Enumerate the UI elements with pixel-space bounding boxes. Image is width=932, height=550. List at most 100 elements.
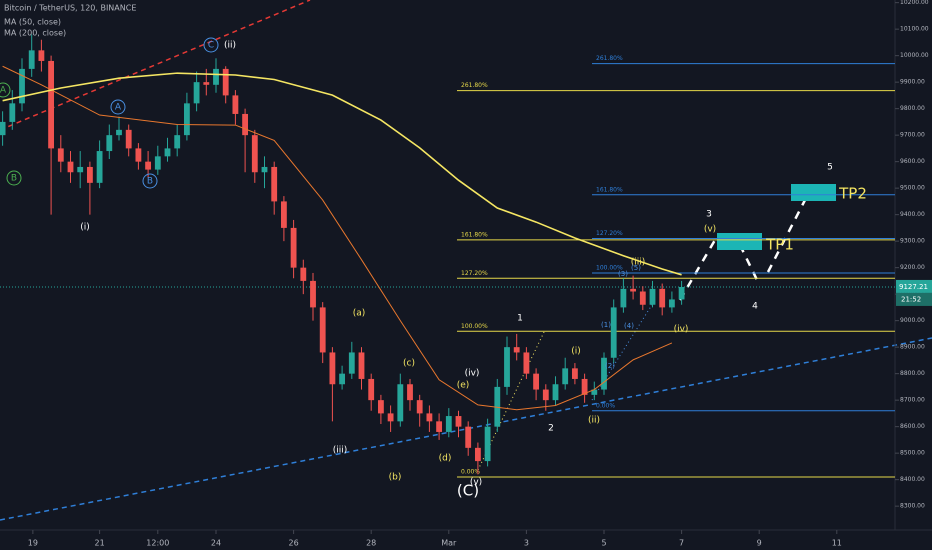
candle-body [213, 68, 219, 85]
wave-label: (a) [353, 309, 366, 319]
candle-body [678, 286, 685, 300]
wave-circle [203, 37, 219, 53]
moving-average [2, 65, 673, 411]
wave-label: (3) [618, 270, 628, 278]
wave-label: (ii) [224, 41, 236, 51]
candle-body [571, 368, 578, 379]
candle-body [620, 288, 627, 308]
candle-body [504, 347, 510, 387]
x-tick-label: Mar [441, 539, 457, 548]
y-tick-label: 10200.00 [900, 0, 929, 6]
y-tick-label: 8500.00 [900, 450, 925, 457]
wave-label: C [208, 41, 214, 51]
wave-label: (1) [601, 321, 611, 329]
candle-body [310, 280, 316, 308]
tp1-box [717, 233, 762, 250]
y-tick-label: 8400.00 [900, 476, 925, 483]
wave-label: (ii) [588, 416, 600, 426]
wave-label: 5 [827, 163, 833, 173]
candle-body [329, 352, 336, 385]
wave-circle [142, 173, 158, 189]
wave-label: (5) [631, 264, 641, 272]
candle-body [116, 129, 122, 136]
candle-body [154, 156, 161, 170]
wave-label: (i) [80, 223, 90, 233]
candle-body [523, 352, 530, 374]
legend-entry: MA (50, close) [4, 18, 61, 27]
candle-body [251, 135, 258, 173]
wave-label: (d) [439, 454, 452, 464]
tp2-box [791, 184, 836, 201]
candle-body [407, 384, 413, 401]
y-tick-label: 9000.00 [900, 317, 925, 324]
wave-label: (v) [470, 478, 482, 488]
y-tick-label: 9500.00 [900, 185, 925, 192]
candle-body [135, 148, 142, 162]
fib-label: 261.80% [596, 55, 623, 62]
wave-label: (C) [457, 482, 479, 500]
wave-label: B [147, 177, 153, 187]
countdown-label: 21:52 [901, 295, 921, 303]
y-tick-label: 10100.00 [900, 26, 929, 33]
candle-body [193, 82, 200, 104]
x-tick-label: 3 [524, 539, 529, 548]
candle-body [436, 421, 443, 432]
x-tick-label: 24 [211, 539, 221, 548]
candle-body [339, 373, 346, 385]
candle-body [426, 413, 433, 422]
wave-label: (i) [571, 347, 581, 357]
wave-label: (4) [624, 322, 634, 330]
candle-body [0, 121, 6, 136]
candle-body [203, 82, 210, 85]
price-tag-label: 9127.21 [899, 283, 928, 291]
y-tick-label: 9200.00 [900, 264, 925, 271]
x-tick-label: 12:00 [146, 539, 169, 548]
wave-label: (iii) [631, 258, 646, 268]
y-tick-label: 9600.00 [900, 158, 925, 165]
candle-body [484, 426, 491, 462]
candle-body [9, 103, 16, 122]
candle-body [183, 103, 190, 136]
y-tick-label: 9800.00 [900, 105, 925, 112]
candle-body [659, 288, 666, 308]
y-tick-label: 8600.00 [900, 423, 925, 430]
wave-label: 3 [706, 210, 712, 220]
candle-body [57, 148, 64, 162]
candle-body [174, 135, 181, 149]
candle-body [48, 60, 55, 149]
wave-label: (c) [403, 359, 415, 369]
candle-body [271, 166, 278, 202]
candle-body [290, 227, 297, 268]
candle-body [368, 378, 375, 401]
y-tick-label: 8700.00 [900, 397, 925, 404]
candle-body [601, 357, 607, 390]
fib-label: 100.00% [596, 264, 623, 271]
candle-body [300, 267, 307, 281]
candle-body [416, 400, 423, 414]
y-tick-label: 8800.00 [900, 370, 925, 377]
wave-label: B [11, 174, 17, 184]
candle-body [639, 291, 646, 305]
candle-body [542, 389, 549, 401]
moving-average [2, 72, 682, 276]
legend-title: Bitcoin / TetherUS, 120, BINANCE [4, 4, 136, 13]
candle-body [38, 50, 45, 61]
candle-body [474, 447, 481, 462]
candle-body [164, 148, 171, 157]
candle-body [465, 426, 472, 448]
x-tick-label: 21 [95, 539, 105, 548]
y-tick-label: 10000.00 [900, 52, 929, 59]
candle-body [513, 347, 520, 353]
y-tick-label: 8300.00 [900, 503, 925, 510]
candle-body [630, 288, 637, 292]
fib-label: 261.80% [461, 82, 488, 89]
y-tick-label: 8900.00 [900, 344, 925, 351]
fib-label: 127.20% [461, 270, 488, 277]
x-tick-label: 28 [366, 539, 376, 548]
fib-label: 127.20% [596, 230, 623, 237]
wave-label: (iii) [333, 446, 348, 456]
candle-body [387, 413, 394, 422]
price-tag [896, 279, 932, 293]
wave-label: TP2 [838, 185, 867, 203]
